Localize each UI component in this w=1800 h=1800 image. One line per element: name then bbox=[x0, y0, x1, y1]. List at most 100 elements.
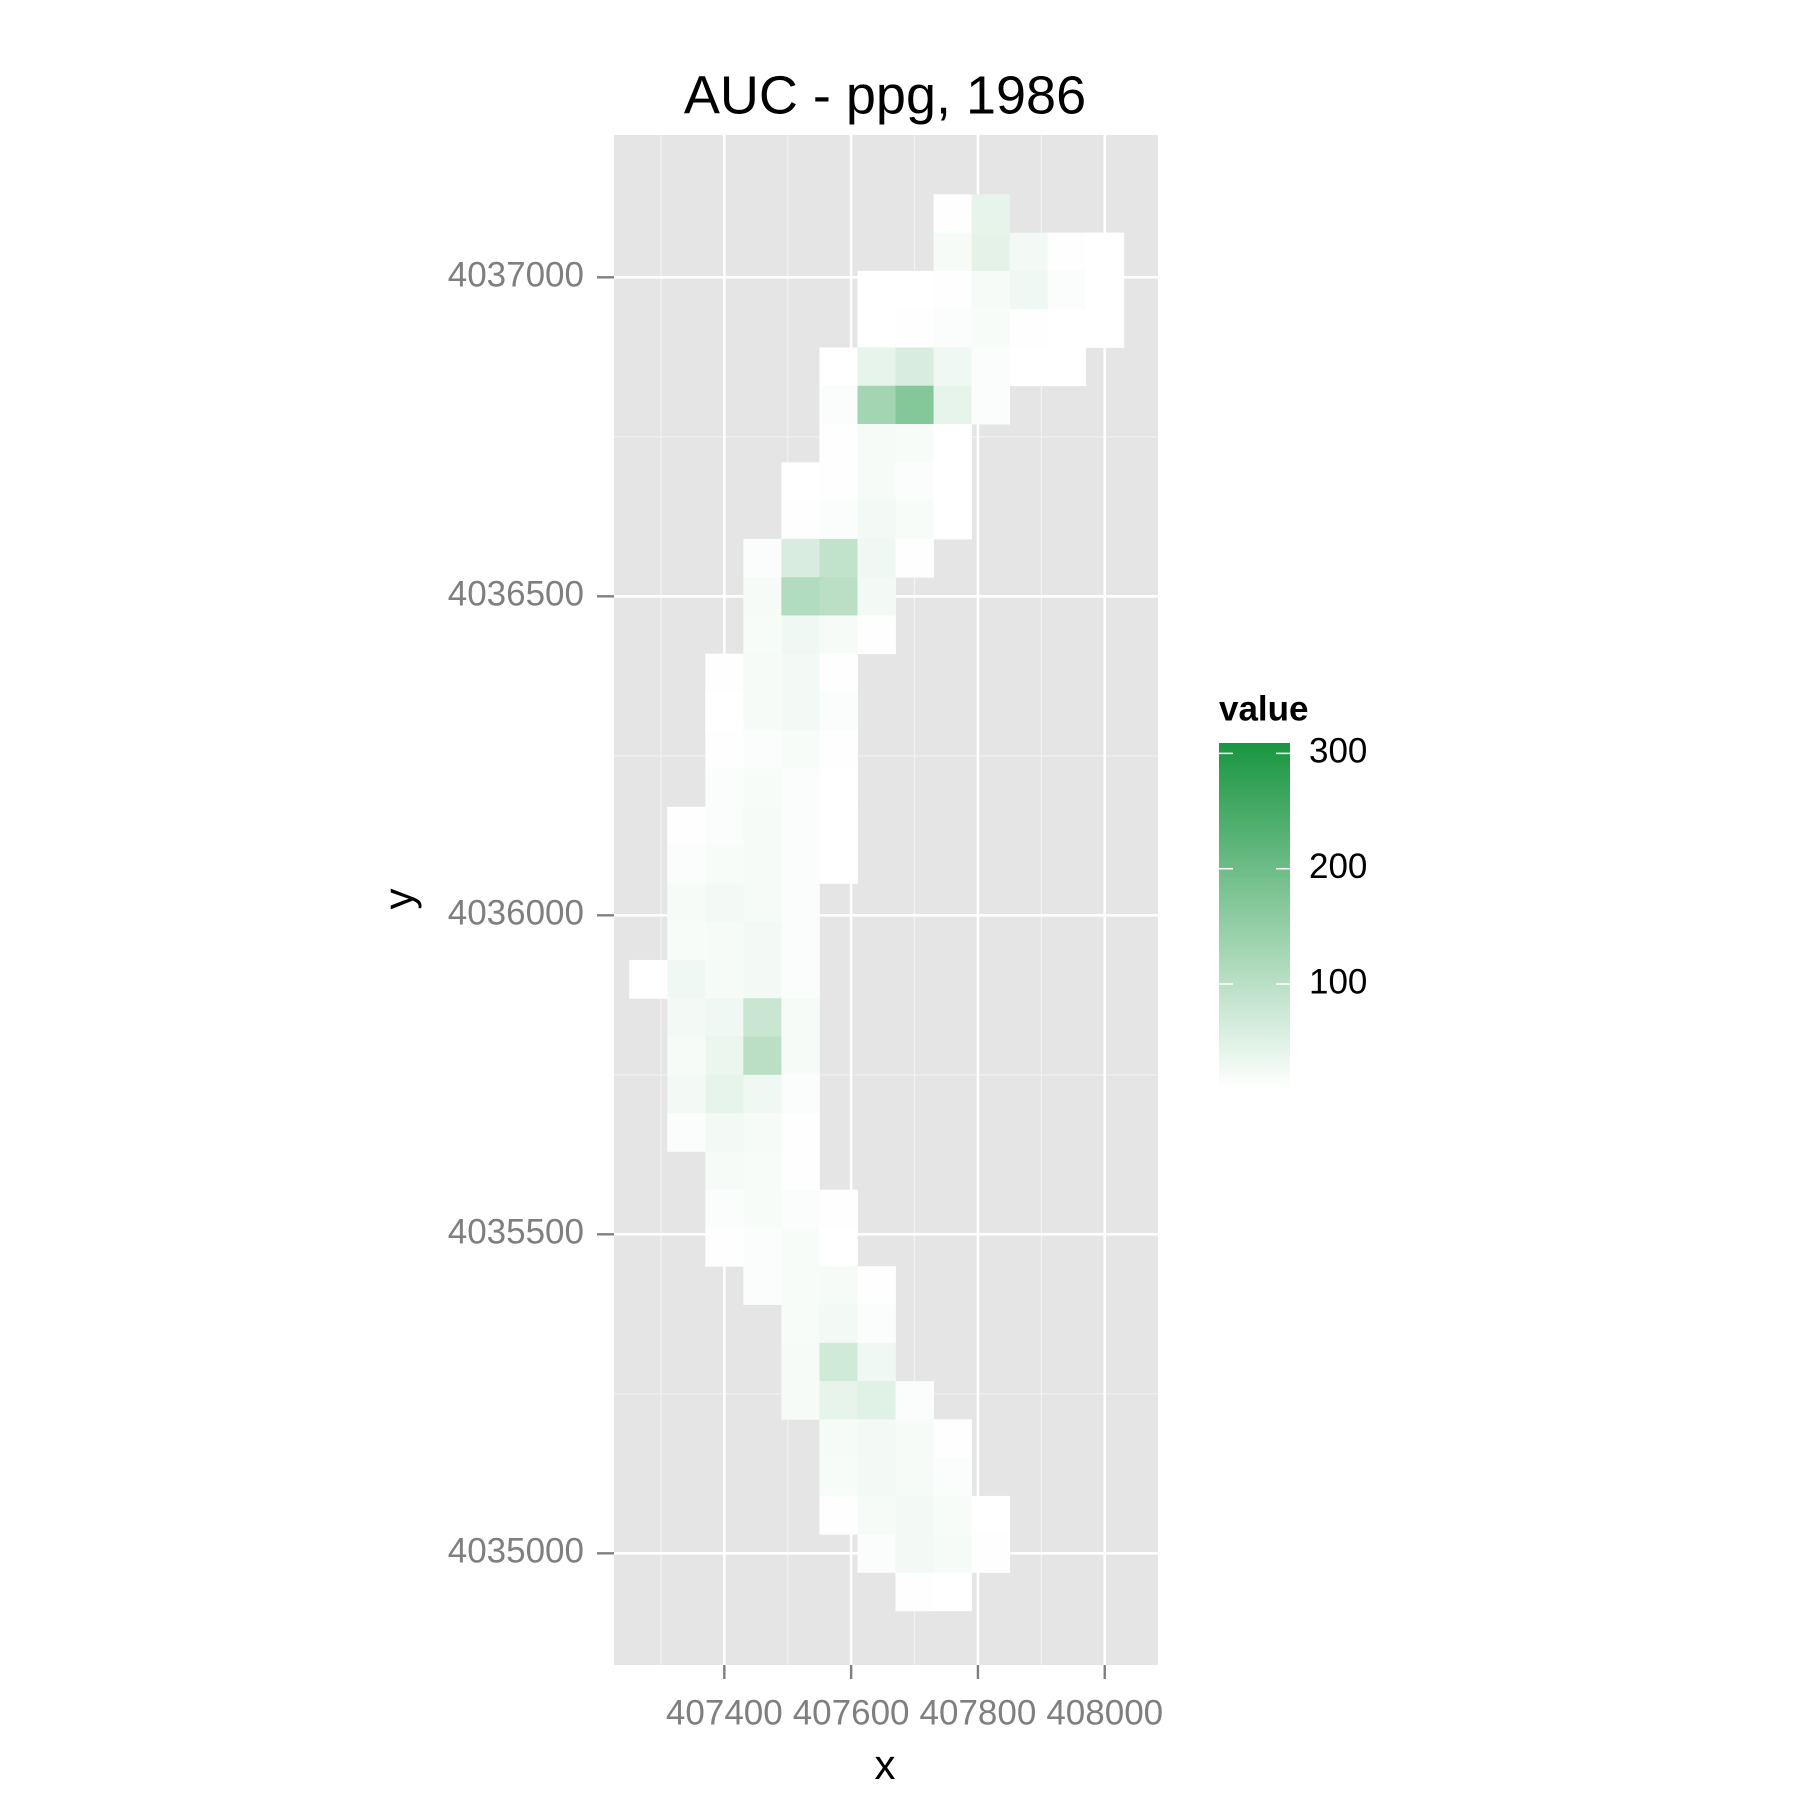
raster-cell bbox=[781, 1342, 820, 1382]
raster-cell bbox=[1009, 270, 1049, 310]
raster-cell bbox=[895, 538, 934, 578]
raster-cell bbox=[933, 424, 972, 463]
x-tick-label: 408000 bbox=[1046, 1693, 1163, 1732]
raster-cell bbox=[705, 959, 744, 999]
raster-cell bbox=[1047, 270, 1087, 310]
raster-cell bbox=[705, 1036, 744, 1076]
raster-cell bbox=[781, 1113, 820, 1152]
raster-cell bbox=[971, 347, 1011, 387]
raster-cell bbox=[1085, 232, 1125, 272]
raster-cell bbox=[971, 194, 1011, 234]
raster-cell bbox=[857, 1495, 896, 1535]
x-tick-label: 407600 bbox=[793, 1693, 910, 1732]
raster-cell bbox=[857, 1457, 896, 1497]
raster-cell bbox=[857, 538, 896, 578]
raster-cell bbox=[857, 424, 896, 463]
x-axis-label: x bbox=[875, 1741, 896, 1788]
raster-cell bbox=[895, 1534, 934, 1573]
raster-cell bbox=[933, 270, 972, 310]
raster-cell bbox=[971, 232, 1011, 272]
raster-cell bbox=[667, 1113, 706, 1152]
raster-cell bbox=[857, 1304, 896, 1344]
raster-cell bbox=[895, 462, 934, 501]
raster-cell bbox=[819, 347, 858, 387]
raster-cell bbox=[895, 309, 934, 348]
raster-cell bbox=[857, 1419, 896, 1459]
raster-cell bbox=[857, 1266, 896, 1305]
raster-cell bbox=[933, 1534, 972, 1573]
raster-cell bbox=[1009, 347, 1049, 387]
raster-cell bbox=[819, 768, 858, 808]
raster-cell bbox=[971, 1534, 1011, 1573]
raster-cell bbox=[971, 385, 1011, 425]
raster-cell bbox=[933, 1572, 972, 1612]
raster-cell bbox=[819, 1189, 858, 1229]
raster-cell bbox=[857, 270, 896, 310]
raster-cell bbox=[743, 1036, 782, 1076]
raster-cell bbox=[857, 1381, 896, 1420]
legend-tick-label: 200 bbox=[1309, 847, 1367, 886]
raster-cell bbox=[743, 998, 782, 1037]
raster-cell bbox=[781, 921, 820, 961]
raster-cell bbox=[857, 615, 896, 655]
raster-cell bbox=[705, 768, 744, 808]
raster-cell bbox=[667, 959, 706, 999]
raster-cell bbox=[743, 653, 782, 693]
raster-cell bbox=[781, 500, 820, 540]
raster-cell bbox=[857, 385, 896, 425]
raster-cell bbox=[781, 1304, 820, 1344]
raster-cell bbox=[933, 385, 972, 425]
raster-cell bbox=[1047, 347, 1087, 387]
raster-cell bbox=[743, 1113, 782, 1152]
raster-cell bbox=[895, 1495, 934, 1535]
raster-cell bbox=[743, 768, 782, 808]
raster-cell bbox=[781, 1227, 820, 1267]
y-tick-label: 4035500 bbox=[448, 1213, 584, 1252]
x-tick-label: 407400 bbox=[666, 1693, 783, 1732]
raster-cell bbox=[933, 1419, 972, 1459]
raster-cell bbox=[781, 615, 820, 655]
raster-cell bbox=[705, 653, 744, 693]
raster-cell bbox=[705, 998, 744, 1037]
raster-cell bbox=[1009, 309, 1049, 348]
raster-cell bbox=[781, 1151, 820, 1191]
raster-cell bbox=[629, 959, 668, 999]
raster-cell bbox=[895, 270, 934, 310]
raster-cell bbox=[667, 883, 706, 923]
raster-cell bbox=[895, 1457, 934, 1497]
raster-cell bbox=[971, 1495, 1011, 1535]
raster-cell bbox=[743, 1266, 782, 1305]
raster-cell bbox=[933, 194, 972, 234]
raster-cell bbox=[857, 1342, 896, 1382]
raster-cell bbox=[895, 385, 934, 425]
legend-colorbar bbox=[1219, 743, 1290, 1089]
raster-cell bbox=[705, 730, 744, 769]
raster-cell bbox=[743, 1074, 782, 1114]
raster-cell bbox=[895, 1381, 934, 1420]
raster-cell bbox=[857, 347, 896, 387]
raster-cell bbox=[819, 538, 858, 578]
legend-tick-label: 100 bbox=[1309, 962, 1367, 1001]
raster-cell bbox=[781, 1189, 820, 1229]
raster-cell bbox=[743, 921, 782, 961]
raster-cell bbox=[667, 1074, 706, 1114]
raster-cell bbox=[819, 615, 858, 655]
chart-title: AUC - ppg, 1986 bbox=[684, 65, 1086, 125]
raster-cell bbox=[895, 1572, 934, 1612]
raster-cell bbox=[781, 1266, 820, 1305]
raster-cell bbox=[667, 921, 706, 961]
raster-cell bbox=[781, 577, 820, 616]
raster-cell bbox=[933, 347, 972, 387]
raster-cell bbox=[743, 577, 782, 616]
raster-cell bbox=[933, 462, 972, 501]
raster-cell bbox=[933, 500, 972, 540]
raster-cell bbox=[781, 998, 820, 1037]
raster-cell bbox=[819, 845, 858, 884]
raster-cell bbox=[705, 1074, 744, 1114]
raster-cell bbox=[819, 653, 858, 693]
raster-cell bbox=[933, 1495, 972, 1535]
raster-cell bbox=[781, 845, 820, 884]
raster-cell bbox=[895, 500, 934, 540]
raster-cell bbox=[705, 921, 744, 961]
